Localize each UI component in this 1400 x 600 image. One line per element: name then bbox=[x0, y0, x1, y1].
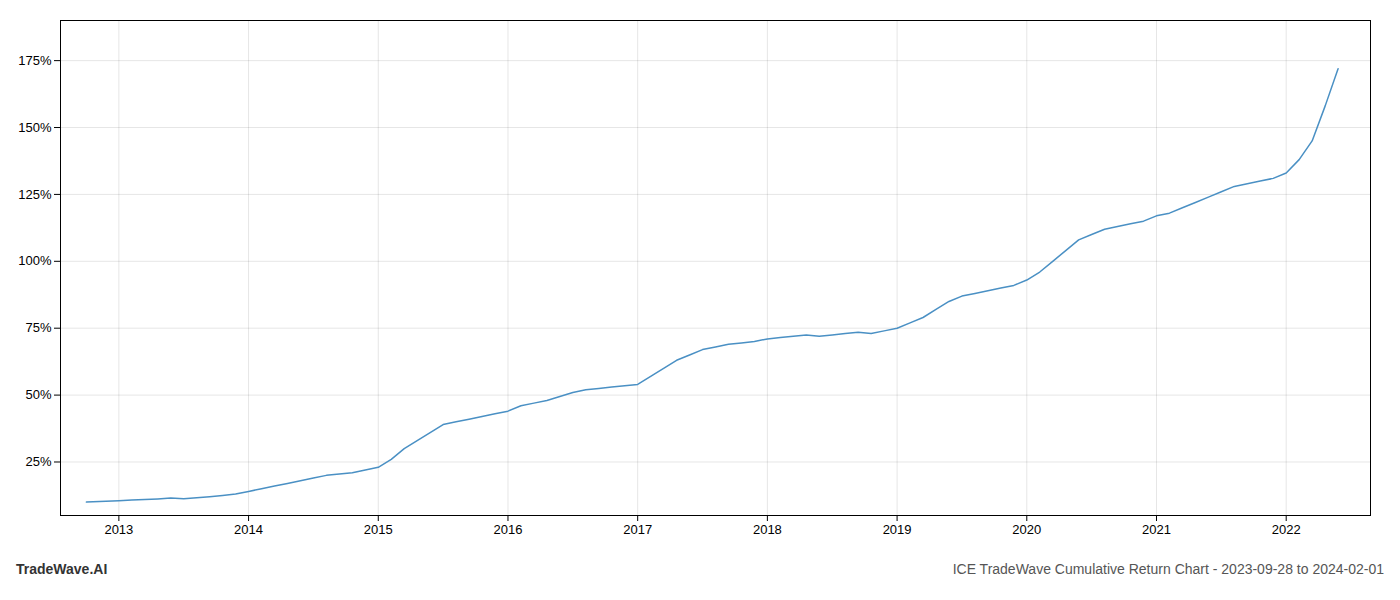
html-text:ICE TradeWave Cumulative Retur: ICE TradeWave Cumulative Return Chart - … bbox=[952, 561, 1384, 577]
svg-text:2013: 2013 bbox=[104, 522, 133, 537]
svg-text:2021: 2021 bbox=[1142, 522, 1171, 537]
svg-text:2022: 2022 bbox=[1272, 522, 1301, 537]
svg-text:2016: 2016 bbox=[494, 522, 523, 537]
svg-text:75%: 75% bbox=[25, 320, 51, 335]
svg-text:2017: 2017 bbox=[623, 522, 652, 537]
svg-text:50%: 50% bbox=[25, 387, 51, 402]
svg-text:150%: 150% bbox=[18, 120, 52, 135]
svg-text:2020: 2020 bbox=[1012, 522, 1041, 537]
svg-text:2014: 2014 bbox=[234, 522, 263, 537]
svg-text:2018: 2018 bbox=[753, 522, 782, 537]
svg-text:2015: 2015 bbox=[364, 522, 393, 537]
svg-text:175%: 175% bbox=[18, 53, 52, 68]
svg-text:100%: 100% bbox=[18, 253, 52, 268]
svg-text:2019: 2019 bbox=[883, 522, 912, 537]
svg-text:25%: 25% bbox=[25, 454, 51, 469]
html-text:TradeWave.AI: TradeWave.AI bbox=[16, 561, 108, 577]
svg-text:125%: 125% bbox=[18, 187, 52, 202]
